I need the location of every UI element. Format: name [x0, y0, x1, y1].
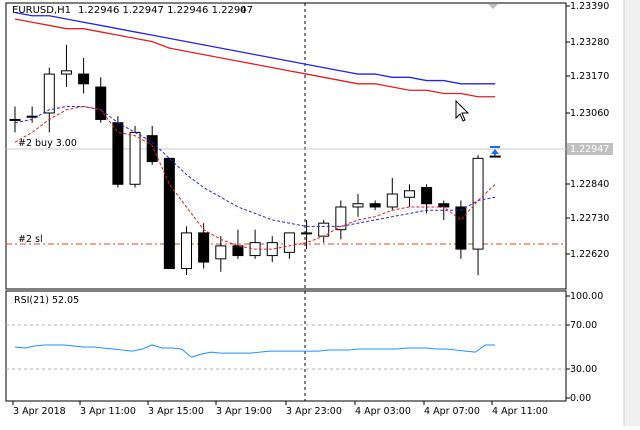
current-price-value: 1.22947 [570, 144, 609, 155]
buy-order-label: #2 buy 3.00 [18, 138, 77, 149]
chart-header-symbol: EURUSD,H1 [12, 5, 71, 16]
candle-body [129, 131, 141, 185]
candle-body [403, 190, 415, 198]
price-tick: 1.23390 [570, 1, 609, 12]
ma-lines-layer [14, 11, 496, 250]
candle-body [455, 206, 467, 250]
ema-fast-blue-line [14, 105, 496, 227]
price-tick: 1.23060 [570, 108, 609, 119]
time-tick: 4 Apr 11:00 [492, 406, 548, 417]
rsi-tick: 100.00 [570, 291, 603, 302]
mouse-pointer-icon [455, 99, 470, 122]
ma-slow-line [14, 11, 496, 85]
candle-body [181, 232, 192, 270]
rsi-label: RSI(21) 52.05 [14, 295, 79, 306]
price-tick: 1.23170 [570, 71, 609, 82]
candle-body [335, 206, 347, 231]
time-tick: 3 Apr 2018 [13, 406, 66, 417]
candle-body [163, 157, 175, 270]
buy-arrow-icon [490, 146, 500, 156]
candle-body [60, 70, 72, 75]
chart-header-ticks: 0 [240, 5, 246, 16]
price-tick: 1.22620 [570, 249, 609, 260]
time-tick: 4 Apr 07:00 [424, 406, 480, 417]
chart-header-ohlc: 1.22946 1.22947 1.22946 1.22947 [78, 5, 253, 16]
right-scrollbar[interactable] [624, 0, 640, 426]
candle-body [95, 86, 107, 120]
candle-body [78, 73, 90, 85]
candle-body [215, 245, 227, 260]
candle-body [386, 193, 398, 208]
rsi-tick: 70.00 [570, 320, 597, 331]
rsi-line [14, 344, 495, 358]
current-price-marker [567, 143, 613, 155]
candles-layer [9, 44, 501, 276]
stop-loss-label: #2 sl [18, 234, 43, 245]
candle-body [472, 157, 484, 250]
rsi-layer [14, 344, 495, 358]
candle-body [301, 232, 313, 235]
price-tick: 1.22840 [570, 179, 609, 190]
candle-body [26, 115, 38, 118]
price-tick: 1.23280 [570, 37, 609, 48]
ma-mid-line [14, 18, 496, 98]
price-axis: 1.23390 1.23280 1.23170 1.23060 1.22840 … [566, 1, 609, 260]
candle-body [489, 155, 501, 158]
candle-body [146, 135, 158, 163]
one-click-trading-toggle-icon[interactable] [488, 4, 498, 9]
rsi-tick: 0.00 [570, 393, 591, 404]
candle-body [266, 242, 278, 257]
time-tick: 4 Apr 03:00 [355, 406, 411, 417]
candle-body [369, 203, 381, 208]
time-tick: 3 Apr 19:00 [216, 406, 272, 417]
candle-body [232, 245, 244, 257]
rsi-tick: 30.00 [570, 364, 597, 375]
candle-body [352, 203, 364, 208]
rsi-frame [5, 290, 567, 402]
rsi-axis: 100.00 70.00 30.00 0.00 [566, 291, 603, 404]
time-tick: 3 Apr 15:00 [148, 406, 204, 417]
time-axis: 3 Apr 2018 3 Apr 11:00 3 Apr 15:00 3 Apr… [12, 401, 548, 417]
candle-body [9, 118, 21, 121]
candle-body [112, 122, 124, 185]
time-tick: 3 Apr 23:00 [286, 406, 342, 417]
ema-fast-red-line [14, 105, 496, 250]
candle-body [198, 232, 210, 263]
candle-body [283, 232, 295, 253]
candle-body [43, 73, 55, 114]
time-tick: 3 Apr 11:00 [80, 406, 136, 417]
candle-body [421, 187, 433, 205]
price-tick: 1.22730 [570, 213, 609, 224]
